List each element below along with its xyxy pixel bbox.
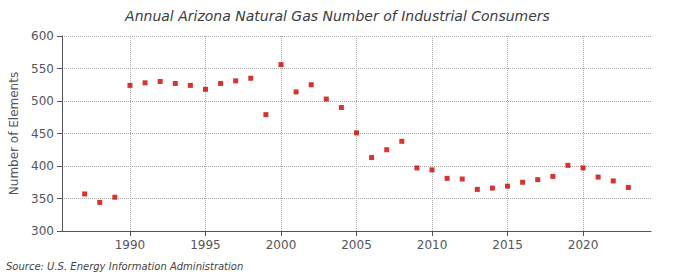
svg-text:550: 550	[31, 62, 54, 76]
svg-text:500: 500	[31, 94, 54, 108]
svg-text:2015: 2015	[492, 238, 523, 252]
svg-text:1990: 1990	[115, 238, 146, 252]
svg-text:Annual Arizona Natural Gas Num: Annual Arizona Natural Gas Number of Ind…	[124, 8, 550, 24]
svg-text:350: 350	[31, 192, 54, 206]
svg-text:Number of Elements: Number of Elements	[7, 72, 21, 195]
svg-text:2020: 2020	[568, 238, 599, 252]
svg-text:2005: 2005	[341, 238, 372, 252]
svg-text:600: 600	[31, 29, 54, 43]
svg-text:450: 450	[31, 127, 54, 141]
svg-text:300: 300	[31, 224, 54, 238]
svg-text:400: 400	[31, 159, 54, 173]
svg-text:2000: 2000	[266, 238, 297, 252]
svg-text:1995: 1995	[190, 238, 221, 252]
svg-text:2010: 2010	[417, 238, 448, 252]
svg-text:Source: U.S. Energy Informatio: Source: U.S. Energy Information Administ…	[6, 261, 243, 272]
